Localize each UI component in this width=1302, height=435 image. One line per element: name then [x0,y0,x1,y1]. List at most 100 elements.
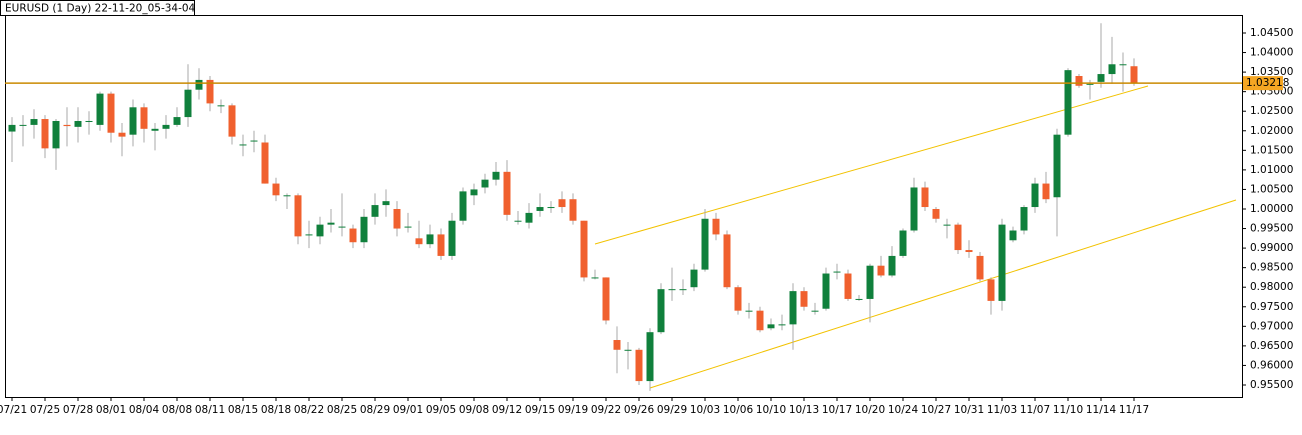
y-tick-label: 0.97500 [1250,301,1293,313]
y-tick-label: 1.04500 [1250,27,1293,39]
candle-body [569,199,577,221]
candle-body [30,119,38,125]
candle-body [1031,183,1039,208]
y-tick-label: 1.04000 [1250,47,1293,59]
y-tick-label: 1.01000 [1250,164,1293,176]
candle-body [899,230,907,256]
candle-body [316,224,324,237]
candle-body [635,349,643,382]
y-tick-label: 0.98500 [1250,262,1293,274]
y-tick-label: 0.95500 [1250,379,1293,391]
x-tick-label: 11/17 [1119,404,1149,416]
y-tick-label: 1.03500 [1250,66,1293,78]
candle-body [976,255,984,280]
candle-body [371,205,379,217]
candle-body [844,273,852,299]
candle-body [184,89,192,118]
candle-body [470,189,478,196]
candle-body [1042,183,1050,200]
candle-body [404,226,412,228]
candle-body [690,269,698,288]
y-tick-label: 0.98000 [1250,281,1293,293]
candle-body [965,250,973,253]
y-tick-label: 0.97000 [1250,320,1293,332]
x-tick-label: 09/05 [426,404,456,416]
candle-body [646,332,654,382]
candle-body [558,199,566,208]
x-tick-label: 11/14 [1086,404,1117,416]
x-tick-label: 11/07 [1020,404,1050,416]
x-tick-label: 08/04 [129,404,160,416]
x-tick-label: 09/19 [558,404,588,416]
candle-body [811,310,819,312]
candle-body [536,207,544,211]
candle-body [448,220,456,256]
candle-body [712,218,720,235]
candle-body [987,279,995,301]
candle-body [723,234,731,288]
y-tick-label: 1.02500 [1250,105,1293,117]
y-tick-label: 1.00500 [1250,183,1293,195]
candle-body [19,124,27,126]
candle-body [1009,230,1017,241]
candle-body [305,234,313,236]
x-tick-label: 09/01 [393,404,423,416]
candle-body [877,265,885,276]
candle-body [228,105,236,137]
candle-body [602,277,610,321]
candle-body [85,120,93,122]
x-tick-label: 09/15 [525,404,555,416]
candle-body [459,191,467,221]
candle-body [283,195,291,197]
price-label-box [1243,76,1283,91]
candle-body [525,212,533,223]
candle-body [8,124,16,132]
candle-body [41,119,49,149]
candle-body [162,124,170,129]
candle-body [778,324,786,326]
candle-body [63,124,71,127]
candle-body [943,224,951,226]
x-tick-label: 10/20 [855,404,885,416]
candle-body [1097,74,1105,82]
y-tick-label: 0.99500 [1250,223,1293,235]
x-tick-label: 08/08 [162,404,192,416]
candle-body [624,349,632,351]
x-tick-label: 10/27 [921,404,951,416]
candle-body [118,132,126,137]
candle-body [173,117,181,125]
trend-line [594,85,1149,245]
candle-body [1075,76,1083,86]
x-tick-label: 10/17 [822,404,852,416]
candle-body [481,179,489,188]
title-box [0,0,195,16]
candle-body [668,289,676,291]
y-tick-label: 0.99000 [1250,242,1293,254]
candle-body [745,310,753,312]
candle-body [921,187,929,208]
candle-body [261,142,269,184]
candle-body [1020,207,1028,231]
candle-body [338,226,346,228]
x-tick-label: 08/25 [327,404,357,416]
candle-body [206,79,214,104]
x-tick-label: 10/03 [690,404,720,416]
x-tick-label: 11/10 [1053,404,1083,416]
candle-body [822,273,830,309]
candle-body [701,218,709,270]
candle-body [514,220,522,222]
x-tick-label: 08/29 [360,404,390,416]
x-tick-label: 10/13 [789,404,819,416]
x-tick-label: 08/11 [195,404,225,416]
candle-body [1130,66,1138,84]
candle-body [932,208,940,219]
x-tick-label: 10/06 [723,404,754,416]
y-tick-label: 1.01500 [1250,144,1293,156]
candle-body [393,208,401,229]
candle-body [250,140,258,142]
candle-body [415,238,423,245]
candle-body [239,144,247,146]
candle-body [679,289,687,291]
candle-body [503,171,511,215]
candle-body [272,183,280,196]
